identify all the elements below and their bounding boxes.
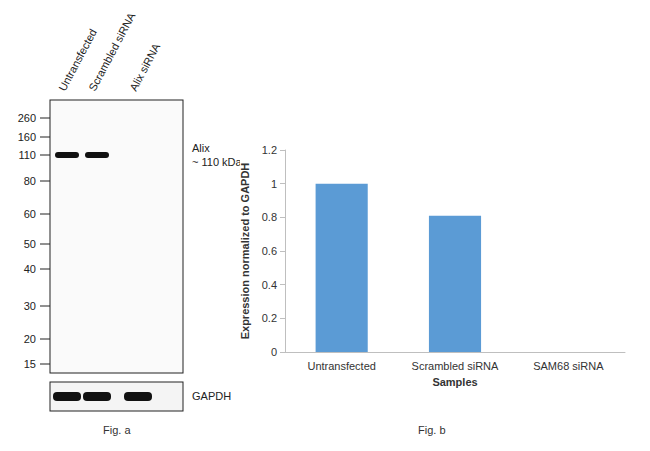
svg-text:110: 110 <box>18 149 36 161</box>
svg-text:1.2: 1.2 <box>262 144 277 156</box>
svg-text:Samples: Samples <box>432 376 477 388</box>
html-text:Fig. a: Fig. a <box>103 424 131 436</box>
svg-text:0.6: 0.6 <box>262 245 277 257</box>
svg-text:Untransfected: Untransfected <box>307 360 375 372</box>
svg-text:1: 1 <box>271 178 277 190</box>
svg-text:0.2: 0.2 <box>262 312 277 324</box>
svg-text:Expression normalized to GAPDH: Expression normalized to GAPDH <box>239 163 251 340</box>
svg-text:160: 160 <box>18 131 36 143</box>
svg-text:0.4: 0.4 <box>262 279 277 291</box>
svg-text:30: 30 <box>24 300 36 312</box>
svg-text:260: 260 <box>18 112 36 124</box>
svg-text:20: 20 <box>24 333 36 345</box>
html-text:Fig. b: Fig. b <box>418 424 446 436</box>
svg-text:Scrambled siRNA: Scrambled siRNA <box>86 10 138 93</box>
svg-text:~ 110 kDa: ~ 110 kDa <box>192 156 240 168</box>
svg-text:80: 80 <box>24 175 36 187</box>
svg-text:40: 40 <box>24 263 36 275</box>
svg-text:60: 60 <box>24 208 36 220</box>
svg-text:Untransfected: Untransfected <box>56 26 99 93</box>
svg-text:50: 50 <box>24 238 36 250</box>
svg-text:GAPDH: GAPDH <box>192 390 231 402</box>
svg-text:0: 0 <box>271 346 277 358</box>
svg-text:Alix siRNA: Alix siRNA <box>127 41 162 93</box>
svg-text:Scrambled siRNA: Scrambled siRNA <box>412 360 499 372</box>
svg-text:Alix: Alix <box>192 142 210 154</box>
svg-text:SAM68 siRNA: SAM68 siRNA <box>533 360 604 372</box>
svg-text:0.8: 0.8 <box>262 211 277 223</box>
svg-text:15: 15 <box>24 358 36 370</box>
